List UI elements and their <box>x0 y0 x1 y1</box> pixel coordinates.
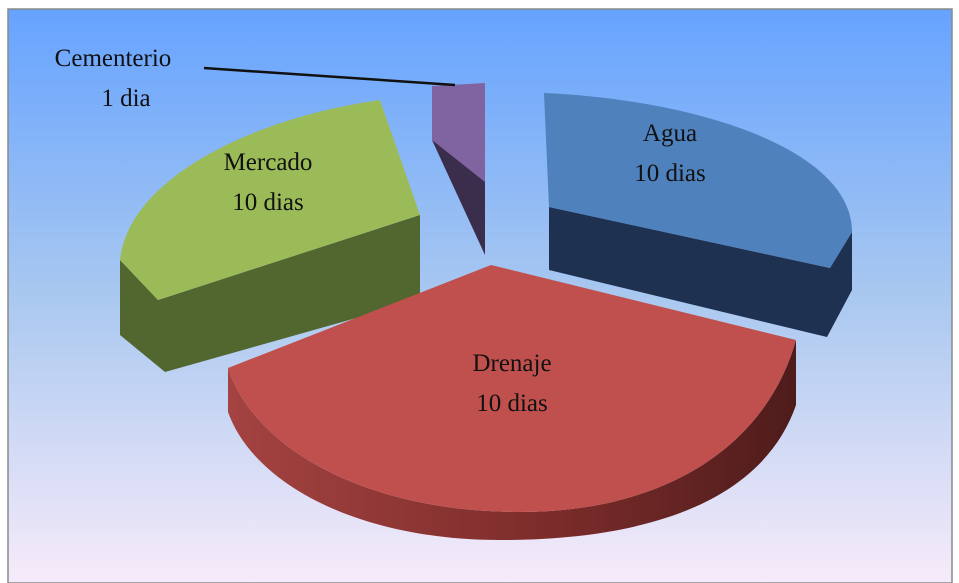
agua-label: Agua <box>643 120 697 147</box>
agua-slice <box>544 93 852 268</box>
data-labels: Agua 10 dias Drenaje 10 dias Mercado 10 … <box>55 45 706 417</box>
cementerio-leader-line <box>203 66 456 87</box>
slice-tops <box>120 83 852 512</box>
drenaje-slice <box>228 265 796 512</box>
cementerio-slice <box>432 83 485 182</box>
drenaje-label: Drenaje <box>472 350 551 377</box>
cementerio-value-label: 1 dia <box>101 85 150 112</box>
cementerio-label: Cementerio <box>55 45 172 72</box>
mercado-slice-side <box>120 215 420 372</box>
mercado-value-label: 10 dias <box>232 189 304 216</box>
drenaje-slice-side <box>228 340 796 540</box>
agua-slice-side <box>549 207 852 337</box>
agua-value-label: 10 dias <box>634 160 706 187</box>
mercado-label: Mercado <box>224 149 313 176</box>
mercado-slice <box>120 100 420 300</box>
drenaje-value-label: 10 dias <box>476 390 548 417</box>
